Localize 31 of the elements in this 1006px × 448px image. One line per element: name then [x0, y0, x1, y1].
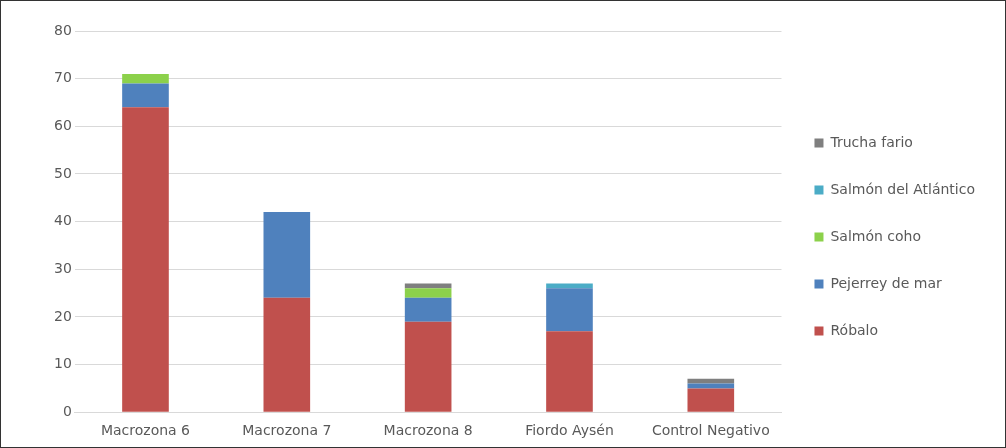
bar	[263, 212, 311, 298]
y-tick-label: 0	[62, 402, 72, 419]
x-tick-label: Macrozona 6	[100, 422, 191, 439]
legend-label: Salmón coho	[830, 227, 922, 244]
y-tick-label: 40	[53, 212, 72, 229]
x-tick-label: Macrozona 8	[383, 422, 473, 439]
bar	[122, 73, 169, 84]
y-tick-label: 30	[53, 259, 72, 276]
bar	[404, 321, 452, 412]
legend-label: Pejerrey de mar	[830, 274, 943, 291]
bar	[122, 83, 169, 108]
x-tick-label: Macrozona 7	[242, 422, 332, 439]
y-tick-label: 10	[53, 355, 72, 372]
x-tick-label: Fiordo Aysén	[525, 422, 614, 439]
y-tick-label: 20	[53, 307, 72, 324]
legend-label: Róbalo	[830, 321, 879, 338]
legend-label: Trucha fario	[829, 133, 913, 150]
y-tick-label: 70	[53, 69, 72, 86]
bar	[687, 388, 735, 412]
bar	[263, 297, 311, 412]
x-tick-label: Control Negativo	[651, 422, 770, 439]
y-tick-label: 80	[53, 21, 72, 38]
y-tick-label: 60	[53, 116, 72, 133]
bar	[546, 331, 593, 412]
y-tick-label: 50	[53, 164, 72, 181]
bar	[546, 288, 593, 332]
bar	[404, 297, 452, 322]
bar	[404, 288, 452, 298]
legend-label: Salmón del Atlántico	[830, 180, 976, 197]
bar	[687, 378, 735, 384]
bar	[122, 107, 169, 412]
